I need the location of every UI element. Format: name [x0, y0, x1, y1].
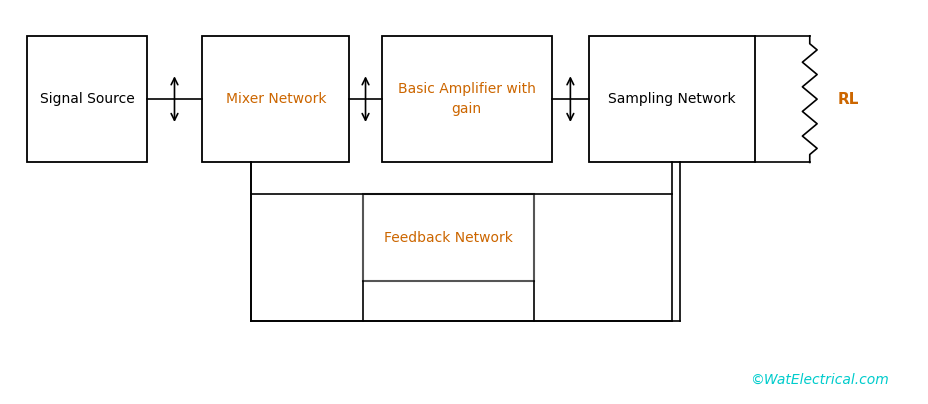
Text: RL: RL: [836, 92, 857, 107]
Text: ©WatElectrical.com: ©WatElectrical.com: [749, 373, 887, 387]
Text: Sampling Network: Sampling Network: [607, 92, 735, 106]
Text: Mixer Network: Mixer Network: [226, 92, 326, 106]
Text: Feedback Network: Feedback Network: [383, 231, 512, 244]
Text: Basic Amplifier with
gain: Basic Amplifier with gain: [397, 82, 535, 116]
Bar: [381, 36, 551, 162]
Bar: [363, 194, 533, 281]
Bar: [588, 36, 754, 162]
Bar: [202, 36, 349, 162]
Text: Signal Source: Signal Source: [40, 92, 135, 106]
Bar: [27, 36, 147, 162]
